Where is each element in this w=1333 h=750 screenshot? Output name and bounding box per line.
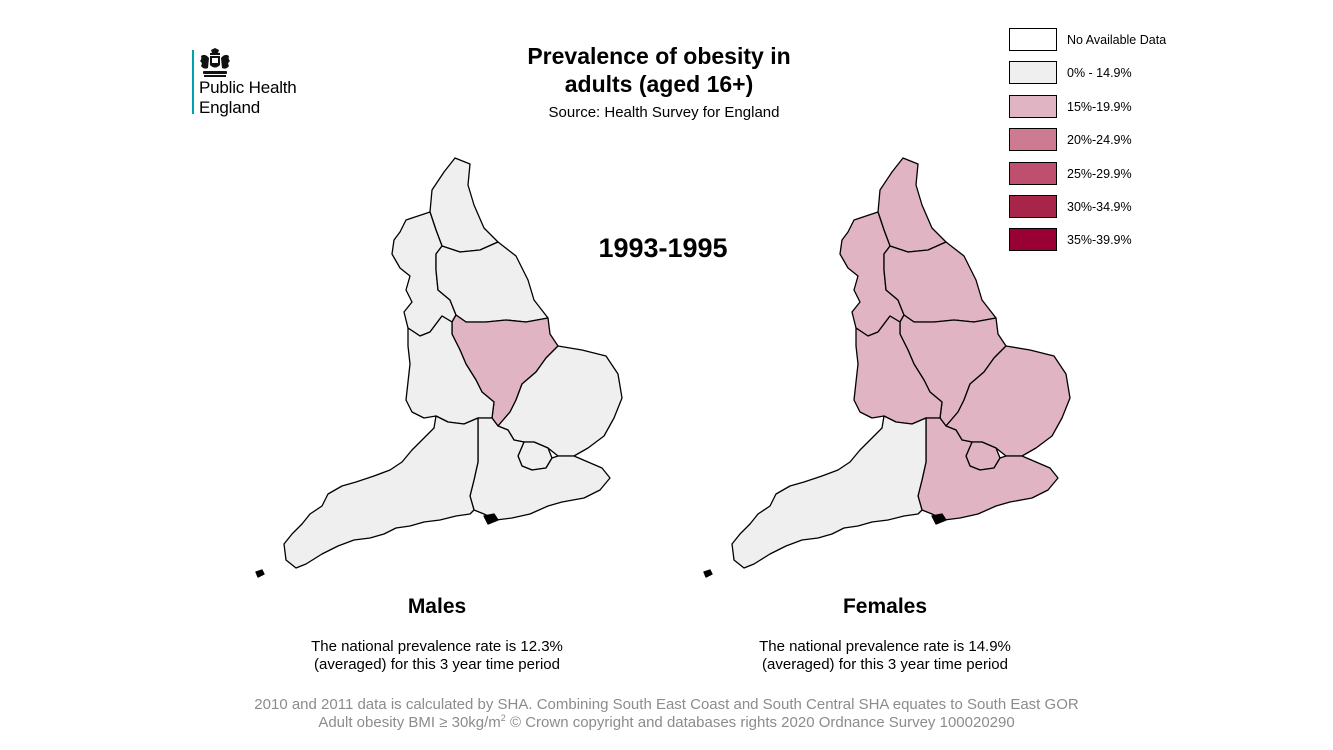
legend-label: 15%-19.9% [1067,99,1132,114]
legend: No Available Data 0% - 14.9% 15%-19.9% 2… [1008,28,1208,262]
legend-swatch [1009,128,1057,152]
females-note-line2: (averaged) for this 3 year time period [762,656,1008,673]
legend-item: No Available Data [1008,28,1208,61]
females-title: Females [842,595,928,618]
legend-label: 20%-24.9% [1067,133,1132,148]
legend-swatch [1009,228,1057,252]
legend-label: 0% - 14.9% [1067,66,1132,81]
logo-accent-bar [192,50,194,114]
males-note-line2: (averaged) for this 3 year time period [314,656,560,673]
legend-label: 30%-34.9% [1067,199,1132,214]
legend-swatch [1009,94,1057,118]
map-islands [255,513,499,578]
legend-swatch [1009,194,1057,218]
region-north-east: North East [429,157,499,253]
males-map: North EastNorth WestYorkshire and the Hu… [230,150,670,590]
region-south-west: South West [283,415,479,569]
region-west-midlands: West Midlands [853,315,943,425]
region-north-east: North East [877,157,947,253]
footer-bmi-text: Adult obesity BMI ≥ 30kg/m [318,714,501,731]
females-note-line1: The national prevalence rate is 14.9% [759,638,1011,655]
legend-item: 25%-29.9% [1008,161,1208,195]
legend-label: 25%-29.9% [1067,166,1132,181]
footer-copyright-text: © Crown copyright and databases rights 2… [505,714,1015,731]
region-south-west: South West [731,415,927,569]
legend-item: 15%-19.9% [1008,94,1208,128]
title-line2: adults (aged 16+) [564,71,754,97]
legend-item: 0% - 14.9% [1008,61,1208,94]
source-text: Source: Health Survey for England [548,104,780,121]
footer-note: 2010 and 2011 data is calculated by SHA.… [254,696,1079,713]
footer-bmi-superscript: 2 [500,713,506,723]
org-name: Public Health England [199,78,329,118]
england-region-map: North EastNorth WestYorkshire and the Hu… [255,157,623,578]
legend-item: 20%-24.9% [1008,128,1208,161]
females-map: North EastNorth WestYorkshire and the Hu… [678,150,1118,590]
legend-item: 35%-39.9% [1008,228,1208,261]
males-prevalence-note: The national prevalence rate is 12.3% (a… [287,638,587,674]
map-title: Prevalence of obesity in adults (aged 16… [480,42,838,98]
footer-copyright: Adult obesity BMI ≥ 30kg/m2 © Crown copy… [160,713,1173,731]
males-note-line1: The national prevalence rate is 12.3% [311,638,563,655]
phe-logo: Public Health England [192,48,332,118]
males-title: Males [407,595,467,618]
females-prevalence-note: The national prevalence rate is 14.9% (a… [735,638,1035,674]
legend-swatch [1009,28,1057,51]
legend-item: 30%-34.9% [1008,194,1208,228]
region-west-midlands: West Midlands [405,315,495,425]
title-line1: Prevalence of obesity in [527,43,791,69]
map-islands [703,513,947,578]
england-region-map: North EastNorth WestYorkshire and the Hu… [703,157,1071,578]
legend-swatch [1009,161,1057,185]
royal-crest-icon [200,48,230,77]
legend-label: No Available Data [1067,33,1167,47]
legend-label: 35%-39.9% [1067,233,1132,248]
org-name-line1: Public Health [199,78,297,97]
legend-swatch [1009,61,1057,85]
time-period-label: 1993-1995 [598,233,728,263]
org-name-line2: England [199,98,260,117]
